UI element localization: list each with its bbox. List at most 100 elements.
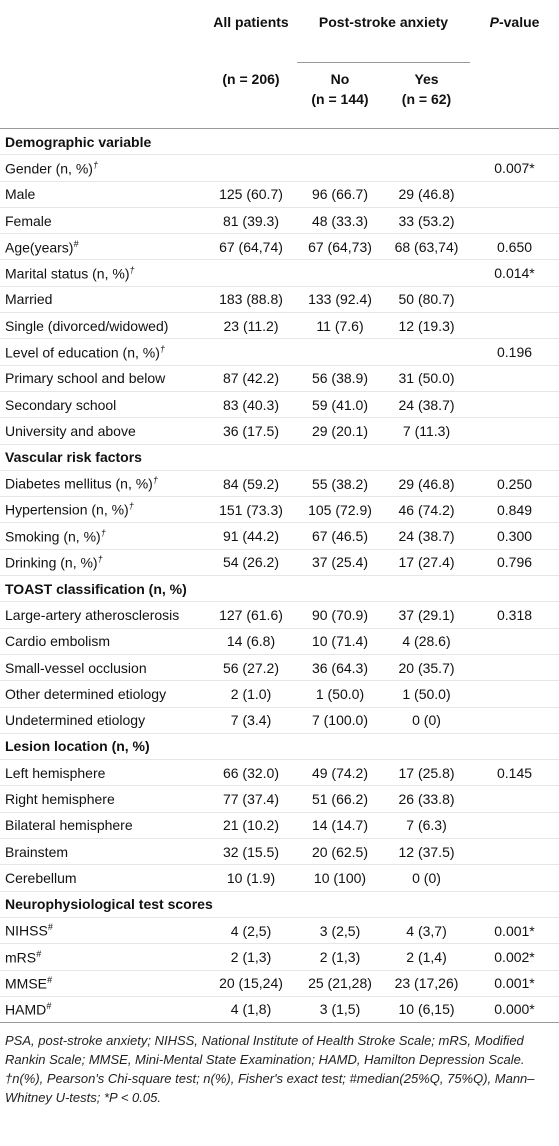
- cell-yes: 24 (38.7): [383, 391, 471, 419]
- header-psa: Post-stroke anxiety: [318, 14, 449, 30]
- cell-all: 56 (27.2): [205, 654, 297, 682]
- row-label: Bilateral hemisphere: [5, 817, 133, 834]
- cell-value: 49 (74.2): [311, 764, 369, 781]
- cell-yes: 1 (50.0): [383, 680, 471, 708]
- header-all: All patients: [213, 14, 289, 30]
- cell-p: [470, 628, 559, 655]
- cell-no: 67 (64,73): [297, 233, 383, 261]
- cell-value: 21 (10.2): [222, 817, 280, 834]
- cell-no: 133 (92.4): [297, 286, 383, 314]
- cell-all: [205, 259, 297, 287]
- row: Small-vessel occlusion 56 (27.2) 36 (64.3)…: [0, 654, 559, 682]
- row-label-cell: Bilateral hemisphere: [0, 812, 205, 840]
- cell-value: 37 (29.1): [398, 606, 455, 623]
- row: Marital status (n, %)† 0.014*: [0, 259, 559, 287]
- cell-no: 14 (14.7): [297, 812, 383, 840]
- cell-p: [470, 365, 559, 392]
- footnote-mark: †: [129, 264, 135, 275]
- cell-yes: 23 (17,26): [383, 970, 471, 997]
- row-label-cell: NIHSS#: [0, 917, 205, 945]
- cell-no: 51 (66.2): [297, 785, 383, 813]
- row-label: Large-artery atherosclerosis: [5, 606, 180, 623]
- row-label: Secondary school: [5, 396, 117, 413]
- cell-no: 105 (72.9): [297, 496, 383, 524]
- cell-no: 48 (33.3): [297, 207, 383, 235]
- cell-yes: 0 (0): [383, 707, 471, 734]
- row-label: Right hemisphere: [5, 791, 115, 808]
- cell-value: 151 (73.3): [219, 501, 283, 518]
- cell-no: 3 (1,5): [297, 996, 383, 1024]
- row: NIHSS# 4 (2,5) 3 (2,5) 4 (3,7) 0.001*: [0, 917, 559, 945]
- row: Secondary school 83 (40.3) 59 (41.0) 24 (38…: [0, 391, 559, 419]
- row: HAMD# 4 (1,8) 3 (1,5) 10 (6,15) 0.000*: [0, 996, 559, 1024]
- cell-value: 0.250: [496, 475, 533, 492]
- row-label-cell: Small-vessel occlusion: [0, 654, 205, 682]
- cell-value: 0.196: [496, 344, 533, 361]
- row: Male 125 (60.7) 96 (66.7) 29 (46.8): [0, 181, 559, 208]
- cell-value: 0 (0): [412, 869, 441, 886]
- cell-value: 1 (50.0): [315, 685, 365, 702]
- row: Single (divorced/widowed) 23 (11.2) 11 (7.…: [0, 312, 559, 340]
- cell-value: 10 (71.4): [311, 633, 369, 650]
- row-label: Female: [5, 212, 52, 229]
- cell-p: 0.007*: [470, 154, 559, 182]
- cell-p: [470, 286, 559, 314]
- cell-value: 25 (21,28): [308, 975, 372, 992]
- row-label: Cerebellum: [5, 869, 77, 886]
- cell-yes: 20 (35.7): [383, 654, 471, 682]
- row-label: Hypertension (n, %): [5, 502, 129, 519]
- cell-all: 2 (1,3): [205, 943, 297, 971]
- cell-no: [297, 154, 383, 182]
- cell-value: 0.145: [496, 764, 533, 781]
- row: Large-artery atherosclerosis 127 (61.6) 90…: [0, 601, 559, 629]
- row-label: Small-vessel occlusion: [5, 659, 147, 676]
- cell-value: 87 (42.2): [222, 370, 280, 387]
- cell-no: 67 (46.5): [297, 522, 383, 550]
- footnote-mark: †: [128, 501, 134, 512]
- cell-value: 10 (100): [313, 869, 367, 886]
- cell-value: 0.007*: [494, 159, 535, 176]
- footnote-mark: †: [100, 527, 106, 538]
- cell-p: 0.196: [470, 338, 559, 366]
- cell-value: 10 (1.9): [226, 869, 276, 886]
- cell-value: 2 (1,3): [319, 948, 361, 965]
- cell-value: 2 (1,3): [230, 948, 272, 965]
- header-yes-n: (n = 62): [401, 91, 452, 107]
- cell-value: 77 (37.4): [222, 791, 280, 808]
- cell-yes: 4 (3,7): [383, 917, 471, 945]
- cell-all: 4 (2,5): [205, 917, 297, 945]
- cell-p: 0.300: [470, 522, 559, 550]
- cell-value: 14 (6.8): [226, 633, 276, 650]
- header-no: No: [330, 71, 350, 87]
- cell-no: 7 (100.0): [297, 707, 383, 734]
- row-label-cell: Other determined etiology: [0, 680, 205, 708]
- cell-value: 0.002*: [494, 948, 535, 965]
- row-label: Age(years): [5, 239, 74, 256]
- cell-value: 48 (33.3): [311, 212, 369, 229]
- row: University and above 36 (17.5) 29 (20.1) 7 …: [0, 417, 559, 445]
- row-label-cell: Single (divorced/widowed): [0, 312, 205, 340]
- cell-value: 4 (1,8): [230, 1001, 272, 1018]
- cell-p: 0.002*: [470, 943, 559, 971]
- cell-all: 77 (37.4): [205, 785, 297, 813]
- row: Hypertension (n, %)† 151 (73.3) 105 (72.9)…: [0, 496, 559, 524]
- cell-yes: 17 (27.4): [383, 549, 471, 577]
- cell-all: 32 (15.5): [205, 838, 297, 866]
- cell-value: 3 (2,5): [319, 922, 361, 939]
- cell-value: 56 (27.2): [222, 659, 280, 676]
- cell-all: 91 (44.2): [205, 522, 297, 550]
- row: Married 183 (88.8) 133 (92.4) 50 (80.7): [0, 286, 559, 314]
- header-no-n: (n = 144): [311, 91, 369, 107]
- cell-all: 84 (59.2): [205, 470, 297, 498]
- cell-all: 21 (10.2): [205, 812, 297, 840]
- cell-value: 12 (19.3): [398, 317, 455, 334]
- cell-value: 46 (74.2): [398, 501, 455, 518]
- cell-all: 36 (17.5): [205, 417, 297, 445]
- cell-value: 4 (2,5): [230, 922, 272, 939]
- cell-value: 29 (46.8): [398, 475, 455, 492]
- row-label: Drinking (n, %): [5, 554, 98, 571]
- row-label-cell: Male: [0, 181, 205, 208]
- section-label: TOAST classification (n, %): [0, 575, 559, 603]
- cell-all: 83 (40.3): [205, 391, 297, 419]
- row-label-cell: Undetermined etiology: [0, 707, 205, 734]
